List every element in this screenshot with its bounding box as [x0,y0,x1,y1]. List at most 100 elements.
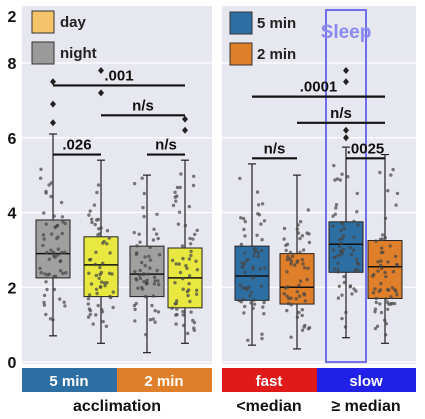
data-point [42,237,46,241]
data-point [111,290,116,294]
data-point [96,303,100,308]
y-tick-label: 2 [8,280,17,297]
data-point [55,223,60,228]
data-point [298,236,302,241]
data-point [87,213,91,217]
data-point [60,231,64,236]
data-point [152,227,156,231]
data-point [92,203,97,207]
data-point [336,270,340,274]
data-point [173,190,177,194]
data-point [175,307,179,311]
data-point [42,211,46,215]
data-point [91,322,95,326]
data-point [140,285,144,290]
group-label-slow: slow [349,373,383,390]
data-point [95,291,99,296]
data-point [94,287,99,291]
data-point [340,293,344,297]
data-point [243,219,247,224]
data-point [175,299,179,303]
data-point [142,279,146,284]
data-point [133,269,137,274]
data-point [56,253,60,257]
data-point [107,236,111,240]
data-point [343,325,348,329]
data-point [44,312,48,317]
data-point [187,204,191,209]
data-point [181,323,186,328]
significance-label: n/s [264,140,286,157]
data-point [339,228,343,233]
data-point [58,259,63,263]
data-point [373,287,377,291]
right-legend: 5 min 2 min [229,11,296,66]
data-point [142,214,146,219]
data-point [241,286,245,290]
data-point [386,260,390,264]
data-point [357,262,361,266]
significance-bracket: .026 [53,137,101,156]
data-point [289,259,293,264]
data-point [170,258,175,263]
data-point [337,284,341,288]
data-point [262,300,266,305]
outlier-point [343,66,349,74]
data-point [174,322,178,326]
y-tick-label: 0 [8,355,17,372]
significance-bracket: .001 [53,67,185,87]
significance-label: .0001 [300,79,338,96]
data-point [88,209,92,213]
data-point [143,263,147,268]
data-point [379,259,383,263]
data-point [378,302,382,306]
data-point [179,172,183,176]
data-point [305,231,309,235]
data-point [93,222,97,227]
data-point [144,294,148,299]
data-point [181,313,185,317]
data-point [297,310,301,315]
data-point [342,226,346,231]
data-point [354,257,359,261]
data-point [178,185,182,190]
data-point [142,272,146,277]
data-point [331,214,335,218]
data-point [285,270,289,274]
data-point [105,229,110,233]
data-point [181,287,185,291]
data-point [94,313,98,317]
data-point [379,250,384,255]
data-point [173,281,177,285]
data-point [252,247,256,251]
data-point [335,177,340,181]
data-point [151,294,156,298]
significance-bracket: n/s [147,137,185,156]
data-point [136,286,140,290]
data-point [187,257,192,261]
data-point [61,220,65,224]
data-point [188,236,192,241]
data-point [296,223,300,227]
data-point [351,248,356,253]
legend-label-night: night [60,45,97,62]
data-point [59,200,64,205]
data-point [285,257,290,262]
data-point [138,268,142,273]
data-point [295,290,299,294]
data-point [155,212,159,216]
data-point [340,172,344,176]
data-point [174,262,178,266]
data-point [191,237,195,241]
data-point [42,300,46,305]
data-point [64,271,68,275]
data-point [42,303,47,307]
data-point [178,270,183,275]
data-point [47,272,51,276]
data-point [148,266,152,270]
outlier-point [98,89,104,97]
significance-label: .026 [62,137,91,154]
data-point [148,258,153,262]
sleep-label: Sleep [321,22,372,43]
